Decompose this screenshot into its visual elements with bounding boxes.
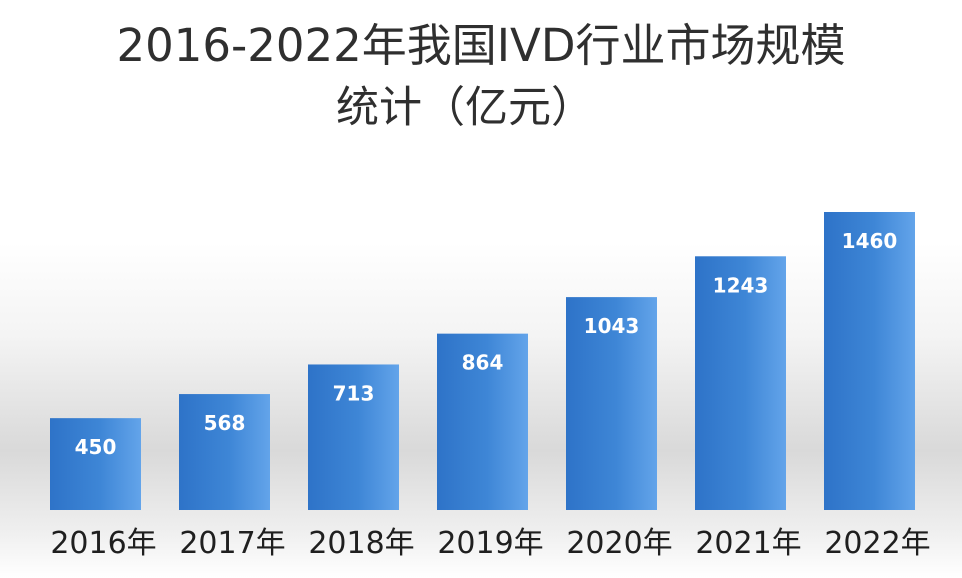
- x-axis-tick-label: 2020年: [566, 526, 672, 561]
- bar-2020年: [566, 297, 657, 510]
- x-axis-labels-group: 2016年 2017年 2018年 2019年 2020年 2021年 2022年: [50, 526, 930, 561]
- bars-group: [50, 212, 915, 510]
- x-axis-tick-label: 2022年: [824, 526, 930, 561]
- x-axis-tick-label: 2016年: [50, 526, 156, 561]
- x-axis-tick-label: 2018年: [308, 526, 414, 561]
- bar-2018年: [308, 364, 399, 510]
- bar-value-label: 1460: [842, 229, 898, 253]
- bar-2019年: [437, 333, 528, 510]
- bar-2016年: [50, 418, 141, 510]
- bar-value-label: 1243: [713, 273, 769, 297]
- chart-title-line1: 2016-2022年我国IVD行业市场规模: [116, 19, 846, 72]
- bar-2021年: [695, 256, 786, 510]
- bar-value-label: 864: [462, 351, 504, 375]
- x-axis-tick-label: 2021年: [695, 526, 801, 561]
- bar-value-label: 450: [75, 435, 117, 459]
- value-labels-group: 450 568 713 864 1043 1243 1460: [75, 229, 898, 459]
- bar-value-label: 713: [333, 381, 375, 405]
- chart-title-line2: 统计（亿元）: [336, 83, 594, 133]
- bar-2022年: [824, 212, 915, 510]
- bar-value-label: 1043: [584, 314, 640, 338]
- bar-value-label: 568: [204, 411, 246, 435]
- x-axis-tick-label: 2017年: [179, 526, 285, 561]
- bar-2017年: [179, 394, 270, 510]
- x-axis-tick-label: 2019年: [437, 526, 543, 561]
